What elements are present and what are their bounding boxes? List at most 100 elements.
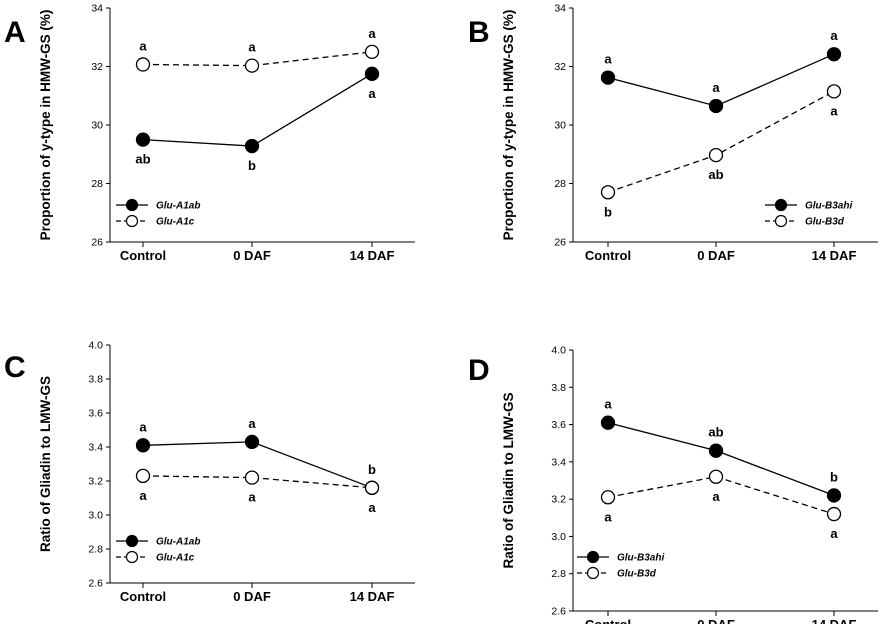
- chart-panel-a: A 26 28 30 32 34 Control 0 DAF 14 DAF Proportion …: [4, 3, 415, 263]
- y-tick-label: 3.4: [551, 456, 566, 468]
- y-tick-label: 26: [554, 237, 566, 249]
- y-tick-label: 28: [554, 178, 566, 190]
- significance-label: a: [248, 416, 256, 431]
- data-point: [708, 147, 724, 163]
- y-tick-label: 30: [91, 120, 103, 132]
- y-tick-label: 3.2: [88, 476, 103, 488]
- y-tick-label: 30: [554, 120, 566, 132]
- legend-marker: [125, 214, 139, 228]
- data-point: [826, 506, 842, 522]
- significance-label: a: [830, 526, 838, 541]
- significance-label: ab: [708, 425, 723, 440]
- significance-label: a: [139, 488, 147, 503]
- y-tick-label: 3.0: [88, 510, 103, 522]
- data-point: [244, 138, 260, 154]
- chart-panel-c: C 2.6 2.8 3.0 3.2 3.4 3.6 3.8 4.0 Control 0 DAF 14 …: [4, 340, 415, 604]
- y-tick-label: 3.8: [88, 374, 103, 386]
- significance-label: a: [368, 86, 376, 101]
- panel-letter: C: [4, 351, 26, 384]
- y-tick-label: 3.0: [551, 531, 566, 543]
- data-point: [708, 443, 724, 458]
- data-point: [244, 58, 260, 73]
- y-tick-label: 3.8: [551, 382, 566, 394]
- legend-marker: [125, 198, 139, 212]
- significance-label: b: [604, 204, 612, 219]
- legend-marker: [586, 566, 600, 580]
- legend-marker: [774, 214, 788, 228]
- y-axis-title: Ratio of Gliadin to LMW-GS: [38, 376, 53, 552]
- legend-marker: [125, 550, 139, 564]
- data-point: [600, 185, 616, 200]
- x-category-label: 14 DAF: [350, 248, 395, 263]
- data-point: [244, 434, 260, 450]
- significance-label: a: [604, 52, 612, 67]
- significance-label: a: [139, 38, 147, 53]
- y-tick-label: 2.8: [88, 544, 103, 556]
- data-point: [600, 490, 616, 505]
- data-point: [135, 438, 151, 453]
- y-tick-label: 3.2: [551, 494, 566, 506]
- x-category-label: Control: [120, 589, 166, 604]
- y-axis-title: Proportion of y-type in HMW-GS (%): [501, 10, 516, 241]
- data-point: [826, 84, 842, 99]
- x-category-label: 14 DAF: [812, 248, 857, 263]
- legend-label: Glu-A1ab: [156, 201, 200, 212]
- data-point: [364, 66, 380, 81]
- legend-label: Glu-A1c: [156, 217, 195, 228]
- y-tick-label: 2.8: [551, 568, 566, 580]
- legend-marker: [586, 550, 600, 564]
- y-axis-title: Proportion of y-type in HMW-GS (%): [38, 10, 53, 241]
- significance-label: ab: [135, 152, 150, 167]
- y-axis-title: Ratio of Gliadin to LMW-GS: [501, 393, 516, 569]
- significance-label: a: [712, 489, 720, 504]
- y-tick-label: 4.0: [551, 345, 566, 357]
- data-point: [826, 47, 842, 62]
- y-tick-label: 34: [554, 3, 566, 15]
- y-tick-label: 3.6: [88, 408, 103, 420]
- data-point: [600, 415, 616, 430]
- y-tick-label: 3.4: [88, 442, 103, 454]
- significance-label: ab: [708, 167, 723, 182]
- y-tick-label: 32: [554, 61, 566, 73]
- x-category-label: 0 DAF: [233, 589, 271, 604]
- legend-label: Glu-B3ahi: [805, 201, 852, 212]
- data-point: [364, 44, 380, 60]
- legend-label: Glu-B3ahi: [617, 553, 664, 564]
- significance-label: b: [368, 462, 376, 477]
- legend-label: Glu-B3d: [805, 217, 845, 228]
- y-tick-label: 32: [91, 61, 103, 73]
- y-tick-label: 2.6: [88, 578, 103, 590]
- significance-label: a: [248, 490, 256, 505]
- data-point: [135, 57, 151, 72]
- y-tick-label: 34: [91, 3, 103, 15]
- x-category-label: 0 DAF: [233, 248, 271, 263]
- y-tick-label: 3.6: [551, 419, 566, 431]
- data-point: [364, 480, 380, 495]
- x-category-label: 14 DAF: [350, 589, 395, 604]
- legend-marker: [774, 198, 788, 212]
- x-category-label: 0 DAF: [697, 248, 735, 263]
- y-tick-label: 28: [91, 178, 103, 190]
- y-tick-label: 4.0: [88, 340, 103, 352]
- panel-letter: A: [4, 16, 26, 49]
- x-category-label: 14 DAF: [812, 617, 857, 624]
- significance-label: a: [604, 397, 612, 412]
- y-tick-label: 2.6: [551, 606, 566, 618]
- legend-marker: [125, 534, 139, 548]
- data-point: [708, 469, 724, 484]
- significance-label: a: [368, 500, 376, 515]
- significance-label: a: [830, 28, 838, 43]
- significance-label: a: [604, 509, 612, 524]
- data-point: [600, 70, 616, 85]
- significance-label: b: [248, 158, 256, 173]
- legend-label: Glu-B3d: [617, 569, 657, 580]
- significance-label: a: [368, 26, 376, 41]
- significance-label: a: [830, 103, 838, 118]
- legend-label: Glu-A1c: [156, 553, 195, 564]
- x-category-label: Control: [120, 248, 166, 263]
- panel-letter: B: [468, 16, 490, 49]
- data-point: [135, 468, 151, 484]
- chart-panel-d: D 2.6 2.8 3.0 3.2 3.4 3.6 3.8 4.0 Control 0 DAF 14 …: [468, 345, 878, 624]
- data-point: [244, 470, 260, 485]
